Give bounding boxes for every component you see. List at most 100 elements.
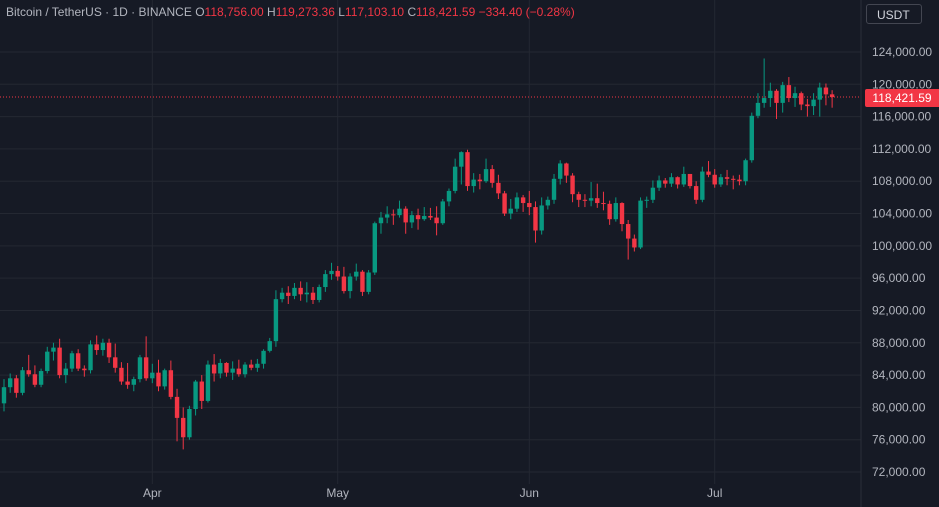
candle-body (823, 87, 829, 95)
candle-body (663, 180, 668, 184)
last-price-tag: 118,421.59 (865, 89, 939, 107)
candle-body (786, 85, 792, 99)
candle-body (712, 174, 717, 185)
candle-body (397, 208, 402, 216)
candle-body (249, 364, 254, 368)
candle-body (150, 372, 155, 379)
price-tick-label: 108,000.00 (872, 174, 932, 188)
candle-body (718, 177, 724, 185)
candle-body (650, 187, 656, 200)
candle-body (440, 201, 445, 224)
candle-body (570, 175, 575, 195)
candle-body (38, 371, 44, 385)
candle-body (595, 198, 600, 204)
candle-body (45, 351, 50, 372)
candle-body (576, 194, 581, 200)
time-tick-label: Jul (707, 486, 722, 500)
candle-body (582, 199, 588, 201)
candle-body (181, 417, 186, 438)
candle-body (768, 90, 773, 99)
candle-body (323, 274, 328, 288)
candle-body (174, 396, 180, 418)
candle-body (230, 368, 235, 373)
candle-body (69, 353, 75, 369)
close-value: 118,421.59 (416, 5, 476, 19)
candle-body (613, 203, 619, 220)
candle-body (391, 214, 396, 216)
candle-body (242, 364, 248, 375)
candle-body (490, 169, 495, 183)
high-value: 119,273.36 (275, 5, 335, 19)
candle-body (304, 292, 310, 295)
candle-body (656, 180, 662, 188)
candle-body (755, 102, 761, 116)
candle-body (632, 238, 637, 248)
candle-body (496, 182, 501, 194)
candle-body (805, 104, 810, 107)
candle-body (687, 173, 693, 187)
price-tick-label: 84,000.00 (872, 368, 926, 382)
candle-body (211, 364, 217, 374)
candle-body (168, 370, 174, 397)
time-axis[interactable]: Apr May Jun Jul (143, 486, 722, 500)
candle-body (731, 178, 736, 180)
price-tick-label: 80,000.00 (872, 400, 926, 414)
candle-body (644, 199, 649, 201)
price-tick-label: 72,000.00 (872, 465, 926, 479)
candle-body (792, 93, 798, 99)
candle-body (267, 341, 272, 351)
candle-body (669, 177, 674, 184)
candle-body (601, 203, 606, 205)
candle-body (125, 381, 130, 385)
candle-body (131, 379, 136, 385)
candle-body (780, 85, 785, 103)
candle-body (341, 276, 347, 292)
price-tick-label: 100,000.00 (872, 239, 932, 253)
candle-body (829, 94, 835, 98)
change-value: −334.40 (−0.28%) (478, 5, 575, 19)
candle-body (51, 347, 56, 352)
currency-button[interactable]: USDT (866, 4, 922, 24)
price-tick-label: 120,000.00 (872, 77, 932, 91)
candle-body (774, 90, 779, 103)
candle-body (607, 203, 612, 220)
candle-body (366, 272, 371, 292)
candle-body (187, 409, 192, 438)
candle-body (119, 367, 124, 382)
candle-body (20, 370, 25, 393)
candle-body (261, 350, 266, 364)
candle-body (279, 292, 285, 300)
price-tick-label: 116,000.00 (872, 110, 931, 124)
candle-body (483, 169, 489, 182)
candle-body (403, 208, 408, 223)
candle-body (310, 292, 316, 300)
candle-body (477, 179, 483, 182)
symbol-title[interactable]: Bitcoin / TetherUS · 1D · BINANCE (6, 5, 192, 19)
low-label: L (338, 5, 345, 19)
price-tick-label: 92,000.00 (872, 303, 926, 317)
price-axis[interactable]: 72,000.00 76,000.00 80,000.00 84,000.00 88,0… (872, 45, 932, 479)
candle-body (520, 197, 526, 204)
candle-body (706, 171, 711, 175)
candle-body (378, 217, 384, 224)
time-tick-label: Apr (143, 486, 162, 500)
candle-body (514, 197, 520, 209)
candle-body (409, 215, 415, 223)
candle-body (508, 208, 513, 214)
price-tick-label: 88,000.00 (872, 336, 926, 350)
candle-body (273, 299, 279, 342)
ohlc-legend: Bitcoin / TetherUS · 1D · BINANCE O118,7… (6, 5, 575, 19)
candle-body (7, 378, 13, 388)
candle-body (638, 200, 643, 248)
candle-body (335, 270, 340, 277)
candle-body (156, 372, 161, 387)
candle-body (415, 215, 421, 220)
candle-body (724, 177, 730, 179)
candle-body (558, 163, 563, 179)
candle-body (75, 353, 81, 369)
open-value: 118,756.00 (204, 5, 264, 19)
candle-body (545, 199, 551, 206)
candle-body (452, 166, 458, 191)
candle-body (434, 217, 439, 224)
